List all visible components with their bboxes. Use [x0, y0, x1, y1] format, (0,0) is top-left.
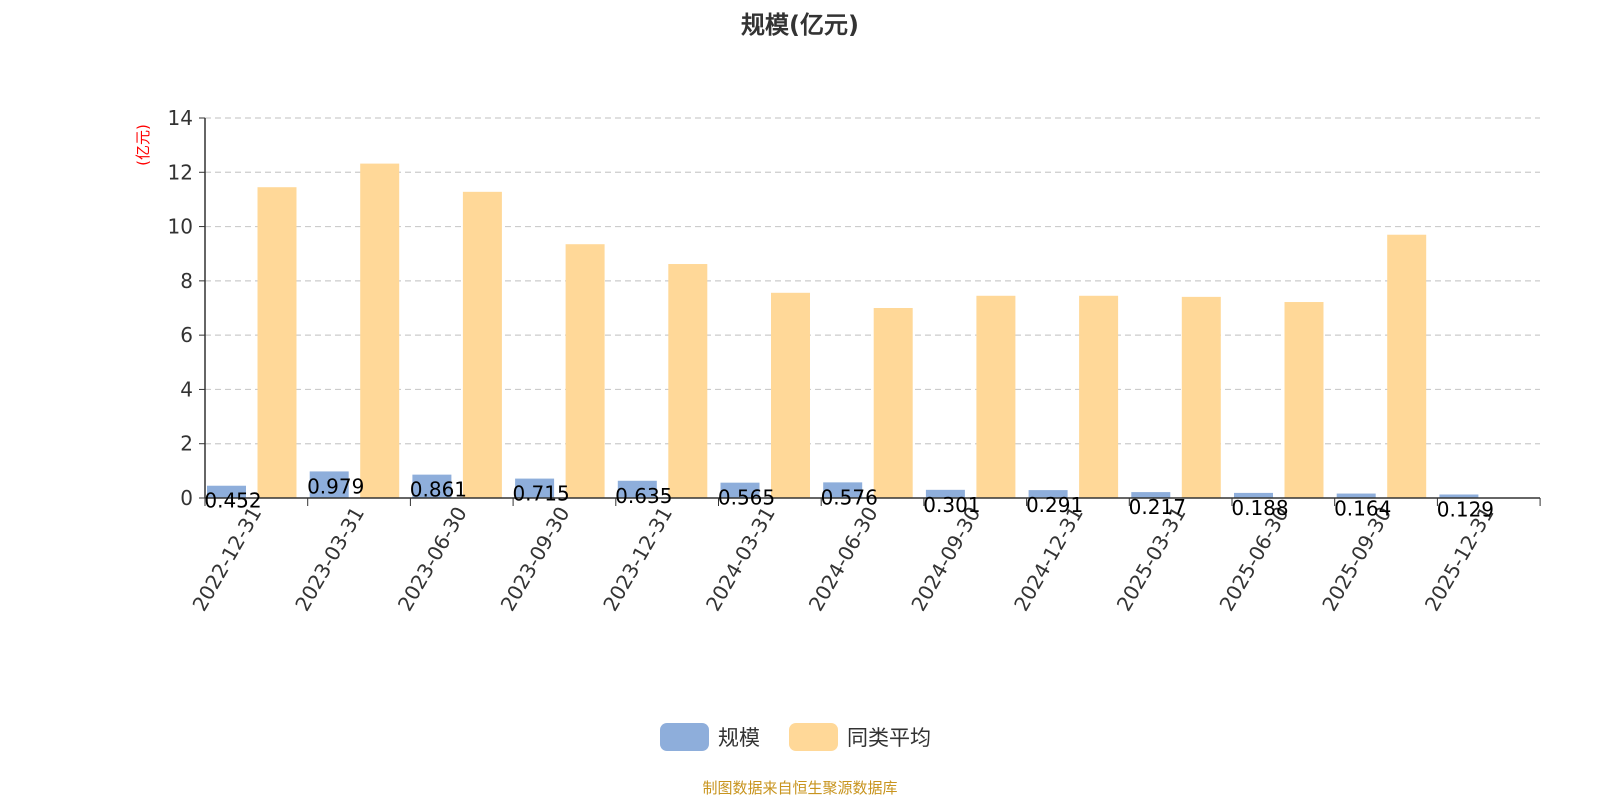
data-label: 0.164 — [1334, 497, 1391, 521]
bar-peer-average — [771, 292, 810, 498]
data-label: 0.715 — [512, 482, 569, 506]
data-label: 0.188 — [1231, 496, 1288, 520]
bar-scale — [617, 480, 657, 498]
bar-scale — [823, 482, 863, 498]
bar-scale — [309, 471, 349, 498]
data-label: 0.291 — [1026, 493, 1083, 517]
bar-peer-average — [1079, 295, 1119, 498]
bar-scale — [1131, 492, 1171, 498]
y-tick-label: 12 — [168, 160, 193, 184]
x-tick-label: 2024-06-30 — [804, 503, 883, 616]
x-tick-label: 2024-12-31 — [1009, 503, 1088, 616]
data-labels: 0.452 0.979 0.861 0.715 0.635 0.565 0.576 0.301… — [204, 474, 1494, 521]
data-label: 0.565 — [718, 486, 775, 510]
y-tick-label: 14 — [168, 106, 193, 130]
data-label: 0.129 — [1437, 497, 1494, 521]
bars — [207, 163, 1479, 499]
data-label: 0.576 — [821, 485, 878, 509]
legend-swatch — [789, 723, 838, 751]
bar-peer-average — [257, 187, 297, 498]
bar-peer-average — [1284, 302, 1324, 498]
legend-swatch — [660, 723, 709, 751]
x-tick-label: 2023-03-31 — [290, 503, 369, 616]
data-label: 0.979 — [307, 474, 364, 498]
bar-scale — [515, 478, 555, 498]
bar-scale — [925, 489, 965, 498]
bar-peer-average — [1181, 296, 1221, 498]
bar-peer-average — [360, 163, 400, 498]
bar-scale — [1336, 493, 1376, 498]
bar-scale — [1439, 494, 1479, 498]
bar-peer-average — [565, 244, 605, 498]
source-note: 制图数据来自恒生聚源数据库 — [702, 779, 897, 797]
x-tick-label: 2022-12-31 — [187, 503, 266, 616]
bar-peer-average — [976, 295, 1016, 498]
y-tick-label: 0 — [180, 486, 193, 510]
y-tick-label: 6 — [180, 323, 193, 347]
bar-peer-average — [462, 191, 502, 499]
data-label: 0.452 — [204, 489, 261, 513]
y-tick-label: 10 — [168, 215, 193, 239]
chart-title: 规模(亿元) — [741, 11, 859, 39]
y-axis-unit-label: (亿元) — [134, 124, 152, 166]
y-tick-label: 4 — [180, 377, 193, 401]
bar-peer-average — [668, 264, 708, 498]
x-tick-label: 2025-03-31 — [1112, 503, 1191, 616]
bar-peer-average — [873, 308, 913, 498]
data-label: 0.217 — [1129, 495, 1186, 519]
x-tick-label: 2024-09-30 — [906, 503, 985, 616]
x-tick-label: 2023-06-30 — [393, 503, 472, 616]
bar-scale — [720, 482, 760, 498]
x-tick-label: 2023-09-30 — [496, 503, 575, 616]
x-tick-label: 2023-12-31 — [598, 503, 677, 616]
data-label: 0.861 — [410, 478, 467, 502]
y-tick-label: 2 — [180, 432, 193, 456]
bar-scale — [1028, 490, 1068, 498]
y-tick-label: 8 — [180, 269, 193, 293]
bar-scale — [412, 474, 452, 498]
x-tick-label: 2024-03-31 — [701, 503, 780, 616]
legend-label: 同类平均 — [847, 726, 931, 750]
legend: 规模 同类平均 — [660, 723, 931, 751]
gridlines — [205, 117, 1540, 445]
bar-peer-average — [1387, 234, 1427, 498]
data-label: 0.635 — [615, 484, 672, 508]
legend-label: 规模 — [718, 726, 760, 750]
data-label: 0.301 — [923, 493, 980, 517]
bar-scale — [1234, 492, 1273, 498]
bar-scale — [207, 485, 246, 498]
